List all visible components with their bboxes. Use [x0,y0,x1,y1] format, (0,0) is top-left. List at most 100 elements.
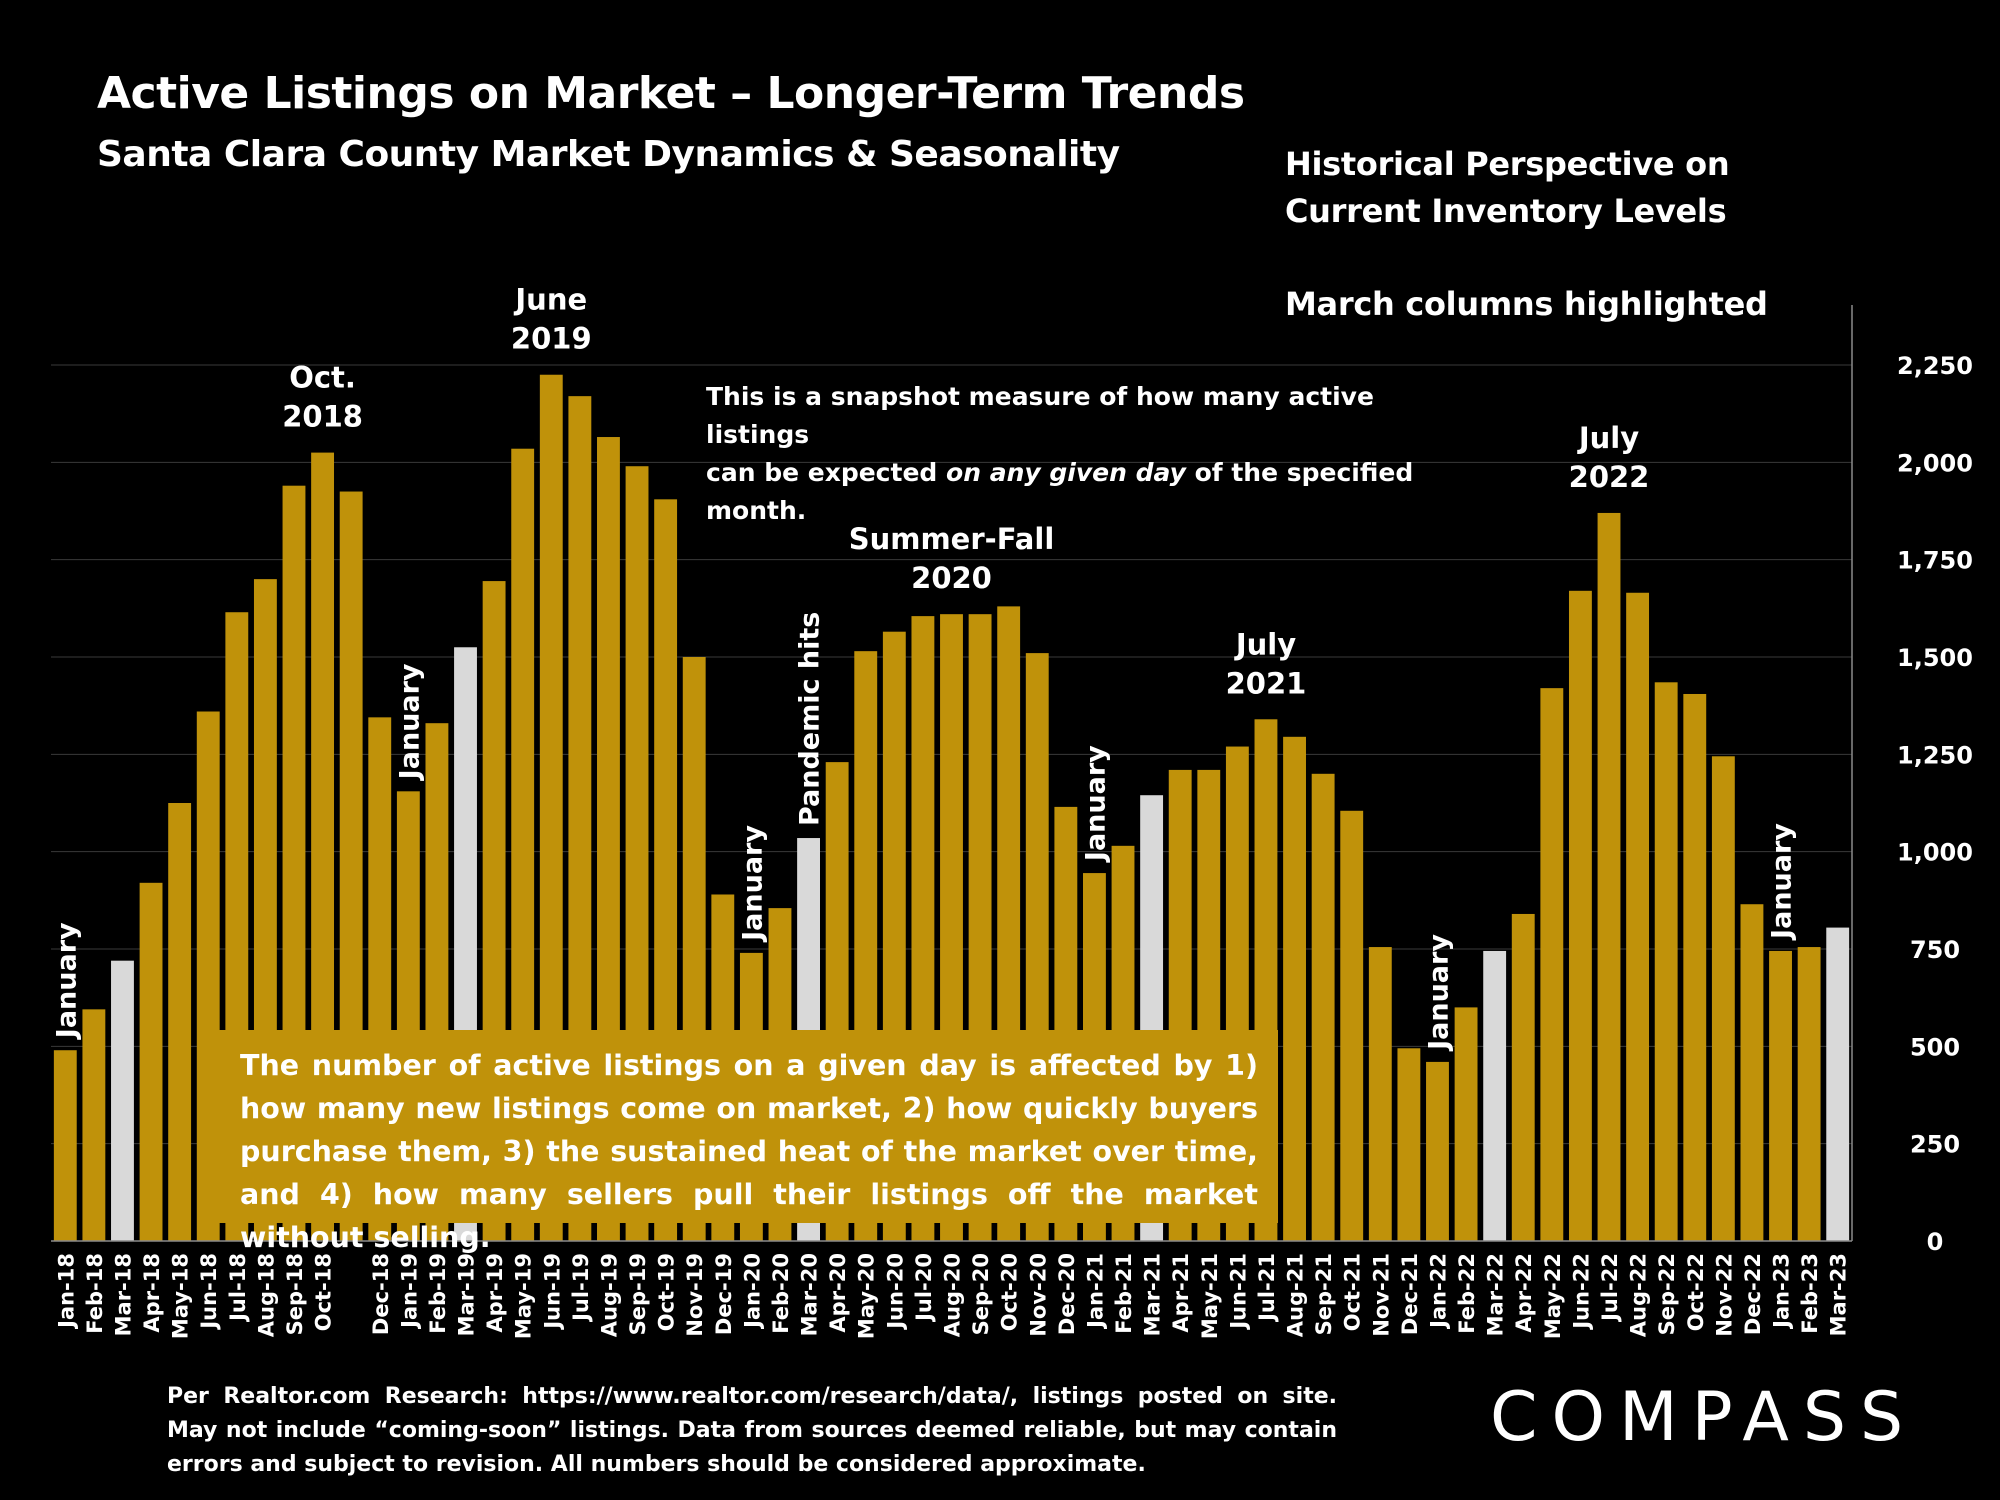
bar [82,1009,106,1241]
x-tick-label: Apr-20 [826,1253,850,1333]
x-tick-label: Dec-21 [1398,1253,1422,1335]
bar [1826,927,1850,1241]
bar [53,1050,77,1241]
bar [1654,682,1678,1241]
vertical-annotation: January [394,663,425,781]
x-tick-label: Jan-20 [740,1253,764,1330]
x-tick-label: Mar-22 [1484,1253,1508,1336]
x-tick-label: Feb-21 [1112,1253,1136,1334]
bar [539,374,563,1241]
y-tick-label: 250 [1910,1131,1960,1159]
x-tick-label: Sep-19 [626,1253,650,1335]
x-tick-label: Aug-19 [597,1253,621,1337]
bar [1568,590,1592,1241]
x-tick-label: Aug-18 [254,1253,278,1337]
x-tick-label: Nov-21 [1369,1253,1393,1337]
y-tick-label: 2,250 [1897,352,1973,380]
bar [139,882,163,1241]
x-tick-label: Feb-20 [769,1253,793,1334]
compass-logo: COMPASS [1490,1378,1918,1457]
x-tick-label: Jul-21 [1255,1253,1279,1323]
x-tick-label: May-21 [1198,1253,1222,1339]
x-tick-label: May-20 [855,1253,879,1339]
bar [1483,950,1507,1241]
y-tick-label: 0 [1927,1228,1944,1256]
x-tick-label: Mar-20 [798,1253,822,1336]
x-tick-label: Oct-18 [312,1253,336,1331]
bar [1769,950,1792,1241]
peak-annotation: Oct. [289,361,356,395]
x-tick-label: Jan-19 [397,1253,421,1330]
y-tick-label: 1,250 [1897,741,1973,769]
vertical-annotation: Pandemic hits [795,612,826,826]
x-tick-label: Jan-23 [1770,1253,1794,1330]
x-tick-label: Jul-18 [226,1253,250,1323]
bar [1540,688,1564,1241]
x-tick-label: Aug-22 [1627,1253,1651,1337]
peak-annotation: July [1577,421,1639,455]
x-tick-label: Apr-21 [1169,1253,1193,1333]
side-note-line-2: Current Inventory Levels [1285,192,1727,230]
x-tick-label: May-18 [169,1253,193,1339]
x-tick-label: Sep-18 [283,1253,307,1335]
y-tick-label: 1,500 [1897,644,1973,672]
vertical-annotation: January [51,922,82,1040]
x-tick-label: Dec-22 [1741,1253,1765,1335]
bar [1626,592,1650,1241]
snapshot-note: This is a snapshot measure of how many a… [706,378,1466,530]
peak-annotation: 2020 [911,561,992,595]
x-tick-label: Jan-18 [54,1253,78,1330]
bar [1426,1061,1449,1241]
x-tick-label: Jan-21 [1083,1253,1107,1330]
x-tick-label: Sep-22 [1655,1253,1679,1335]
x-tick-label: Jun-21 [1226,1253,1250,1331]
bar [168,803,192,1241]
bar [1511,913,1535,1241]
x-tick-label: Dec-19 [712,1253,736,1335]
vertical-annotation: January [1080,745,1111,863]
x-tick-label: Aug-21 [1284,1253,1308,1337]
x-tick-label: Feb-19 [426,1253,450,1334]
side-note-highlight-explainer: March columns highlighted [1285,285,1768,323]
snapshot-note-line-2b: of the specified month. [706,458,1414,525]
y-tick-label: 750 [1910,936,1960,964]
bar [1740,904,1764,1241]
x-tick-label: Apr-22 [1512,1253,1536,1333]
y-tick-label: 500 [1910,1033,1960,1061]
x-tick-label: Sep-21 [1312,1253,1336,1335]
chart-title: Active Listings on Market – Longer-Term … [97,68,1245,119]
source-footnote: Per Realtor.com Research: https://www.re… [167,1384,1337,1477]
peak-annotation: 2019 [511,322,592,356]
x-tick-label: Jun-20 [883,1253,907,1331]
side-note-line-1: Historical Perspective on [1285,145,1730,183]
peak-annotation: 2022 [1569,460,1650,494]
x-tick-label: Oct-21 [1341,1253,1365,1331]
peak-annotation: July [1234,627,1296,661]
x-tick-label: Feb-18 [83,1253,107,1334]
bar [1397,1048,1421,1241]
bar [1454,1007,1478,1241]
x-tick-label: Feb-23 [1798,1253,1822,1334]
x-tick-label: Jul-20 [912,1253,936,1323]
peak-annotation: June [513,283,587,317]
bar [111,960,134,1241]
y-tick-label: 2,000 [1897,449,1973,477]
vertical-annotation: January [1767,823,1798,941]
x-tick-label: Aug-20 [941,1253,965,1337]
y-tick-label: 1,000 [1897,839,1973,867]
snapshot-note-line-1: This is a snapshot measure of how many a… [706,382,1374,449]
peak-annotation: Summer-Fall [849,522,1055,556]
x-tick-label: Dec-20 [1055,1253,1079,1335]
x-tick-label: Jun-19 [540,1253,564,1331]
y-tick-label: 1,750 [1897,547,1973,575]
x-tick-label: Oct-19 [655,1253,679,1331]
x-tick-label: Dec-18 [369,1253,393,1335]
x-tick-label: Jun-22 [1569,1253,1593,1331]
x-tick-label: Apr-19 [483,1253,507,1333]
x-tick-label: Nov-20 [1026,1253,1050,1337]
x-tick-label: Apr-18 [140,1253,164,1333]
x-tick-label: Mar-19 [455,1253,479,1336]
bar [1711,756,1735,1241]
bar [1283,736,1306,1241]
bar [568,396,592,1241]
